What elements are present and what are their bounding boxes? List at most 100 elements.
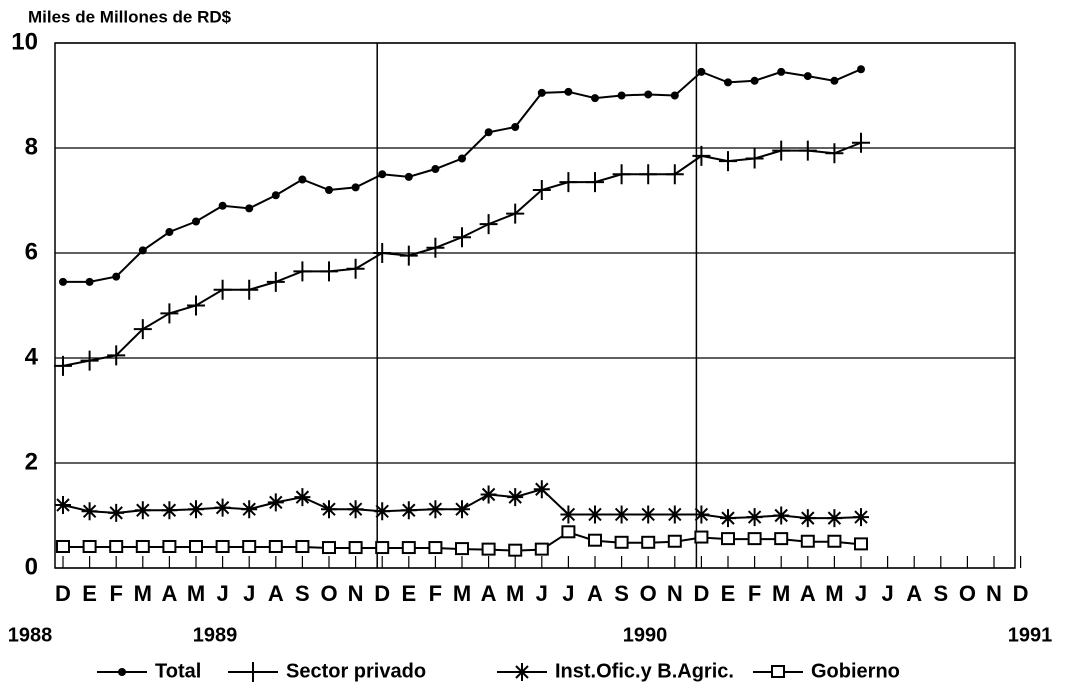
point	[294, 488, 311, 507]
x-tick-label: M	[187, 581, 205, 606]
legend-label: Sector privado	[286, 660, 426, 682]
year-label: 1991	[1008, 624, 1053, 646]
x-tick-label: A	[268, 581, 284, 606]
point	[215, 540, 230, 553]
point	[830, 76, 839, 85]
series-markers	[55, 480, 869, 528]
point	[507, 488, 524, 507]
point	[586, 172, 604, 193]
point	[55, 496, 71, 514]
chart-title: Miles de Millones de RD$	[28, 7, 232, 26]
point	[135, 540, 150, 553]
year-label: 1989	[193, 624, 238, 646]
point	[454, 500, 470, 519]
point	[268, 540, 283, 553]
point	[320, 261, 338, 282]
point	[56, 540, 70, 553]
point	[798, 140, 817, 161]
year-label: 1990	[623, 624, 668, 646]
x-tick-label: J	[243, 581, 255, 606]
point	[774, 532, 789, 546]
point	[321, 500, 337, 519]
point	[347, 500, 364, 519]
x-tick-label: J	[855, 581, 867, 606]
point	[559, 172, 578, 193]
x-tick-label: M	[825, 581, 843, 606]
point	[692, 145, 711, 166]
point	[560, 505, 577, 524]
point	[640, 505, 657, 524]
series-line	[63, 68, 862, 283]
point	[694, 530, 709, 544]
point	[426, 237, 445, 258]
point	[134, 501, 151, 520]
point	[271, 191, 280, 200]
x-tick-label: M	[453, 581, 471, 606]
point	[399, 245, 418, 266]
point	[613, 505, 630, 524]
point	[614, 535, 629, 549]
point	[746, 508, 763, 527]
x-tick-label: S	[933, 581, 948, 606]
legend-label: Total	[155, 660, 201, 682]
x-tick-label: D	[693, 581, 709, 606]
point	[188, 500, 204, 519]
y-tick-label: 4	[25, 343, 39, 370]
x-tick-label: F	[748, 581, 761, 606]
point	[453, 227, 471, 248]
x-tick-label: J	[536, 581, 548, 606]
point	[80, 350, 99, 371]
point	[192, 217, 200, 226]
point	[617, 91, 626, 100]
point	[455, 542, 469, 556]
x-tick-label: N	[348, 581, 364, 606]
point	[59, 277, 67, 286]
x-tick-label: J	[216, 581, 228, 606]
point	[745, 148, 764, 169]
point	[480, 485, 497, 504]
x-tick-label: E	[721, 581, 736, 606]
point	[165, 228, 174, 236]
point	[187, 295, 205, 316]
point	[241, 500, 258, 519]
point	[537, 88, 546, 97]
x-tick-label: A	[161, 581, 177, 606]
point	[511, 123, 520, 131]
point	[826, 509, 843, 528]
x-tick-label: A	[587, 581, 603, 606]
point	[854, 537, 868, 551]
point	[747, 532, 762, 546]
point	[293, 261, 312, 282]
point	[561, 525, 576, 539]
x-tick-label: N	[986, 581, 1002, 606]
point	[295, 540, 310, 553]
point	[772, 140, 791, 161]
point	[773, 506, 790, 525]
point	[777, 67, 786, 76]
x-tick-label: O	[959, 581, 976, 606]
x-tick-label: S	[295, 581, 310, 606]
point	[266, 271, 285, 292]
x-tick-label: E	[401, 581, 416, 606]
point	[81, 502, 98, 521]
point	[189, 540, 203, 553]
point	[378, 170, 387, 179]
point	[351, 183, 360, 192]
point	[719, 151, 737, 172]
x-tick-label: D	[374, 581, 390, 606]
point	[799, 509, 816, 528]
point	[160, 303, 179, 324]
point	[218, 201, 227, 210]
point	[721, 532, 735, 546]
x-tick-label: A	[481, 581, 497, 606]
x-tick-label: S	[614, 581, 629, 606]
x-tick-label: F	[109, 581, 122, 606]
point	[479, 214, 498, 235]
point	[514, 663, 530, 681]
point	[85, 277, 94, 286]
point	[118, 668, 126, 676]
point	[298, 175, 307, 184]
point	[639, 164, 658, 185]
y-tick-label: 0	[25, 553, 38, 580]
